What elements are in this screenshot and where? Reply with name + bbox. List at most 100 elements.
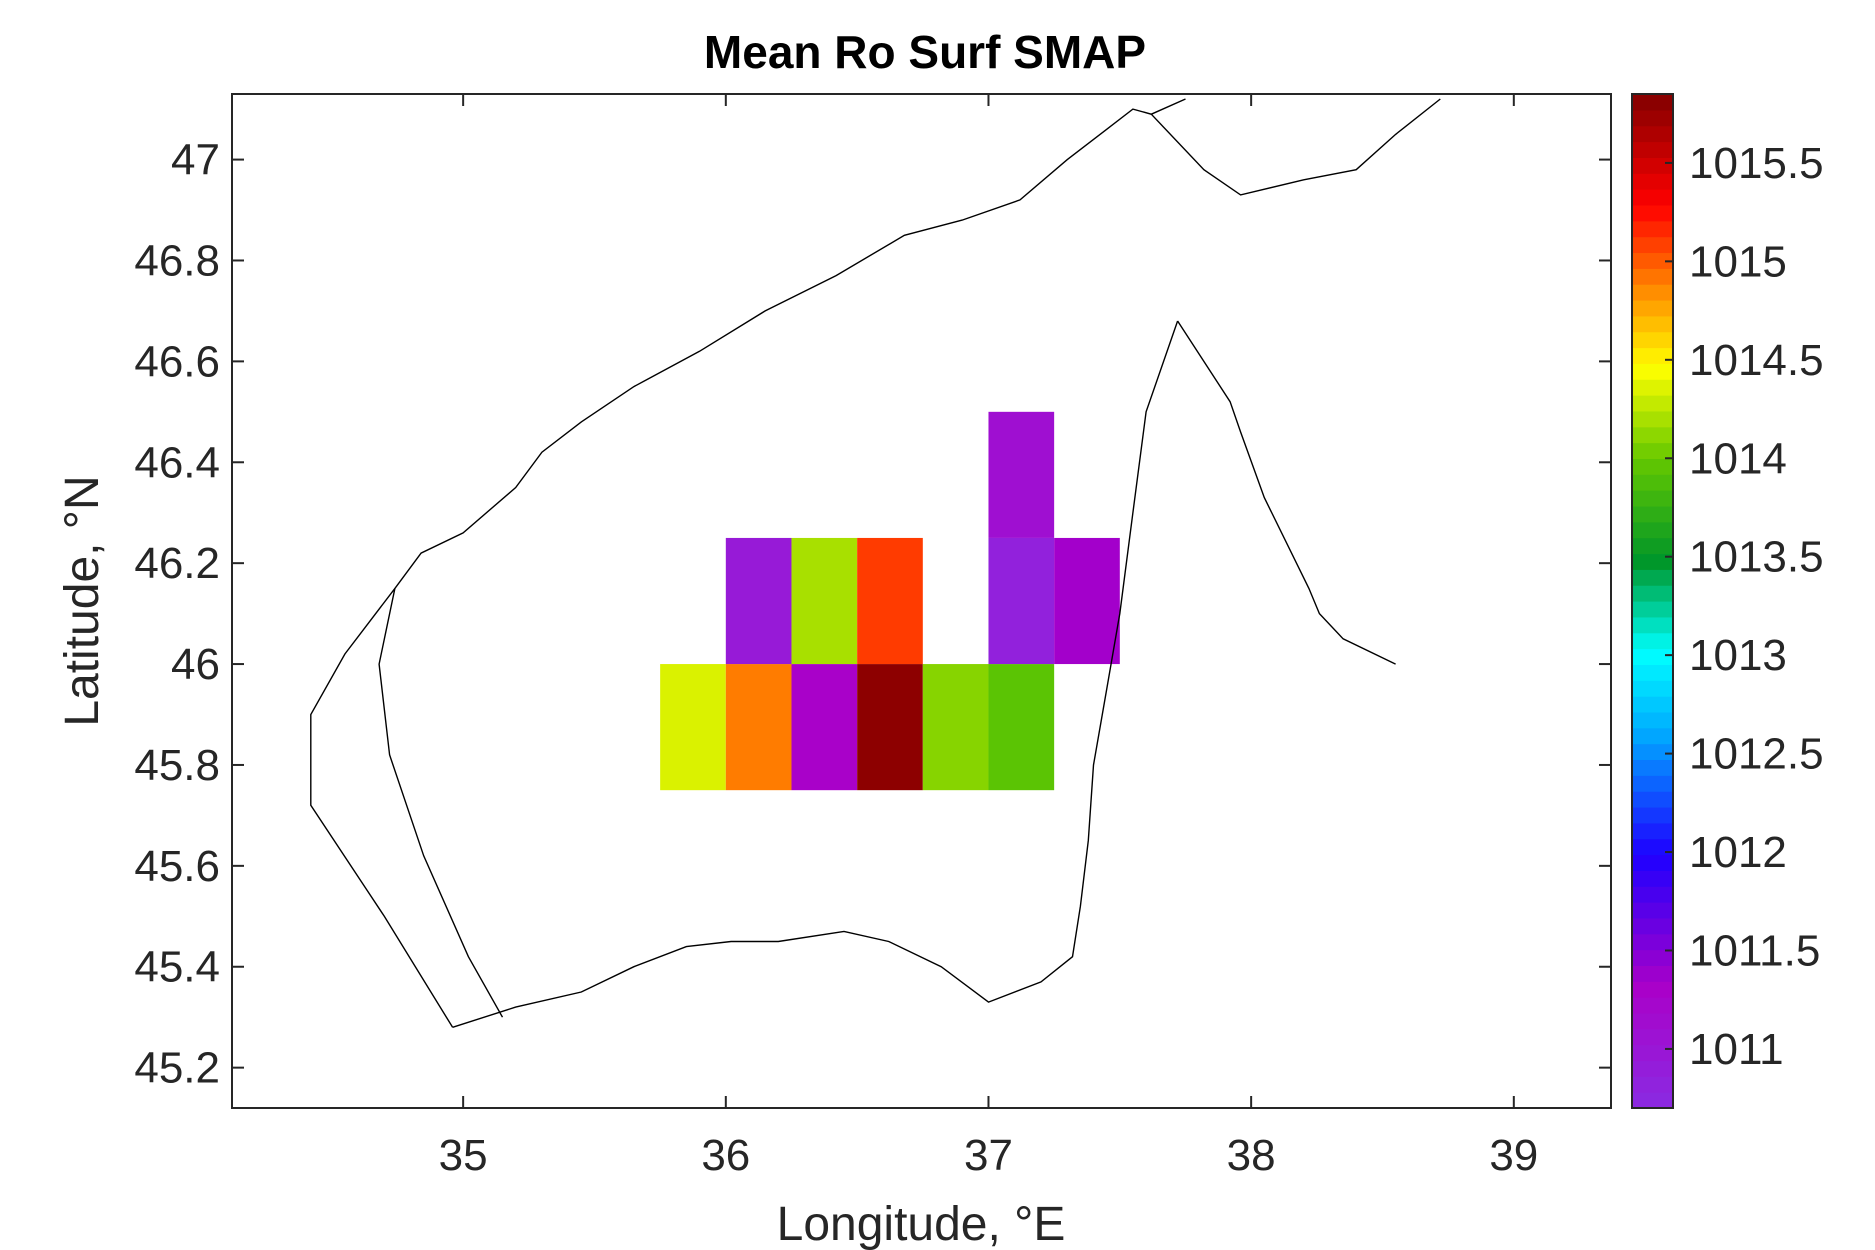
colorbar-step [1632,157,1673,174]
coastline-segment [310,98,1186,1028]
colorbar-step [1632,553,1673,570]
colorbar-tick-label: 1013 [1689,631,1787,680]
y-axis-label: Latitude, °N [56,475,109,726]
colorbar-step [1632,838,1673,856]
coastline-segment [452,320,1179,1028]
heatmap-cell [1054,537,1120,665]
coastline-segment [1150,98,1441,196]
y-tick-label: 45.6 [134,842,220,891]
colorbar-step [1632,854,1673,871]
y-axis-ticks: 45.2 45.4 45.6 45.8 46 46.2 46.4 46.6 46.8 47 [134,136,1611,1093]
heatmap-cell [922,664,989,791]
colorbar-step [1632,1044,1673,1062]
y-tick-label: 46.4 [134,438,220,487]
colorbar-step [1632,949,1673,967]
colorbar-step [1632,379,1673,396]
colorbar-gradient [1632,94,1673,1109]
colorbar-step [1632,410,1673,428]
y-tick-label: 46.8 [134,236,220,285]
colorbar-step [1632,711,1673,729]
colorbar-step [1632,616,1673,634]
colorbar-step [1632,648,1673,665]
x-tick-label: 36 [701,1131,750,1180]
y-tick-label: 46.6 [134,337,220,386]
colorbar-step [1632,1060,1673,1077]
colorbar-step [1632,806,1673,824]
colorbar-tick-label: 1014 [1689,434,1787,483]
x-tick-label: 39 [1489,1131,1538,1180]
colorbar-step [1632,1028,1673,1046]
coastline-segment [378,588,504,1018]
heatmap-cell [791,537,858,665]
colorbar-step [1632,426,1673,444]
y-tick-label: 46 [171,640,220,689]
coastline-segment [1177,320,1396,665]
colorbar-step [1632,569,1673,586]
y-tick-label: 45.8 [134,741,220,790]
heatmap-cells [660,411,1120,791]
y-tick-label: 46.2 [134,539,220,588]
colorbar-step [1632,315,1673,333]
colorbar-step [1632,632,1673,650]
colorbar-step [1632,775,1673,792]
x-axis-ticks: 35 36 37 38 39 [439,94,1538,1180]
colorbar-step [1632,743,1673,761]
colorbar: 1011 1011.5 1012 1012.5 1013 1013.5 1014 1014.5… [1631,93,1824,1109]
colorbar-step [1632,759,1673,776]
colorbar-step [1632,474,1673,491]
y-tick-label: 47 [171,136,220,185]
colorbar-step [1632,94,1673,111]
colorbar-step [1632,791,1673,808]
heatmap-cell [725,537,792,665]
colorbar-step [1632,965,1673,982]
plot-frame [231,93,1612,1109]
colorbar-step [1632,997,1673,1014]
colorbar-tick-label: 1012 [1689,828,1787,877]
colorbar-step [1632,664,1673,681]
x-tick-label: 37 [964,1131,1013,1180]
colorbar-step [1632,902,1673,919]
colorbar-ticks: 1011 1011.5 1012 1012.5 1013 1013.5 1014 1014.5… [1665,139,1824,1074]
x-tick-label: 35 [439,1131,488,1180]
heatmap-cell [660,664,726,791]
colorbar-step [1632,109,1673,127]
heatmap-cell [725,664,792,791]
colorbar-step [1632,141,1673,158]
colorbar-step [1632,981,1673,998]
heatmap-cell [857,537,923,665]
colorbar-step [1632,601,1673,618]
x-tick-label: 38 [1227,1131,1276,1180]
y-tick-label: 45.4 [134,943,220,992]
colorbar-step [1632,727,1673,745]
colorbar-step [1632,173,1673,190]
y-tick-label: 45.2 [134,1044,220,1093]
colorbar-tick-label: 1015 [1689,237,1787,286]
colorbar-tick-label: 1015.5 [1689,139,1824,188]
colorbar-step [1632,1012,1673,1030]
colorbar-tick-label: 1012.5 [1689,730,1824,779]
colorbar-tick-label: 1011.5 [1689,926,1820,975]
colorbar-step [1632,347,1673,364]
colorbar-step [1632,331,1673,349]
colorbar-step [1632,870,1673,887]
heatmap-cell [988,411,1055,538]
coastline [310,98,1441,1028]
colorbar-tick-label: 1011 [1689,1025,1784,1074]
colorbar-step [1632,585,1673,602]
colorbar-step [1632,696,1673,713]
plot-area: 35 36 37 38 39 45.2 45.4 45.6 45.8 46 46.2 46.4 46.… [134,93,1612,1180]
colorbar-step [1632,933,1673,951]
colorbar-step [1632,822,1673,840]
chart-title: Mean Ro Surf SMAP [704,26,1146,78]
colorbar-step [1632,125,1673,143]
colorbar-step [1632,1092,1673,1109]
colorbar-tick-label: 1013.5 [1689,533,1824,582]
colorbar-step [1632,268,1673,285]
colorbar-step [1632,458,1673,475]
colorbar-step [1632,537,1673,555]
colorbar-step [1632,490,1673,507]
heatmap-cell [988,537,1055,665]
heatmap-cell [988,664,1055,791]
colorbar-tick-label: 1014.5 [1689,336,1824,385]
